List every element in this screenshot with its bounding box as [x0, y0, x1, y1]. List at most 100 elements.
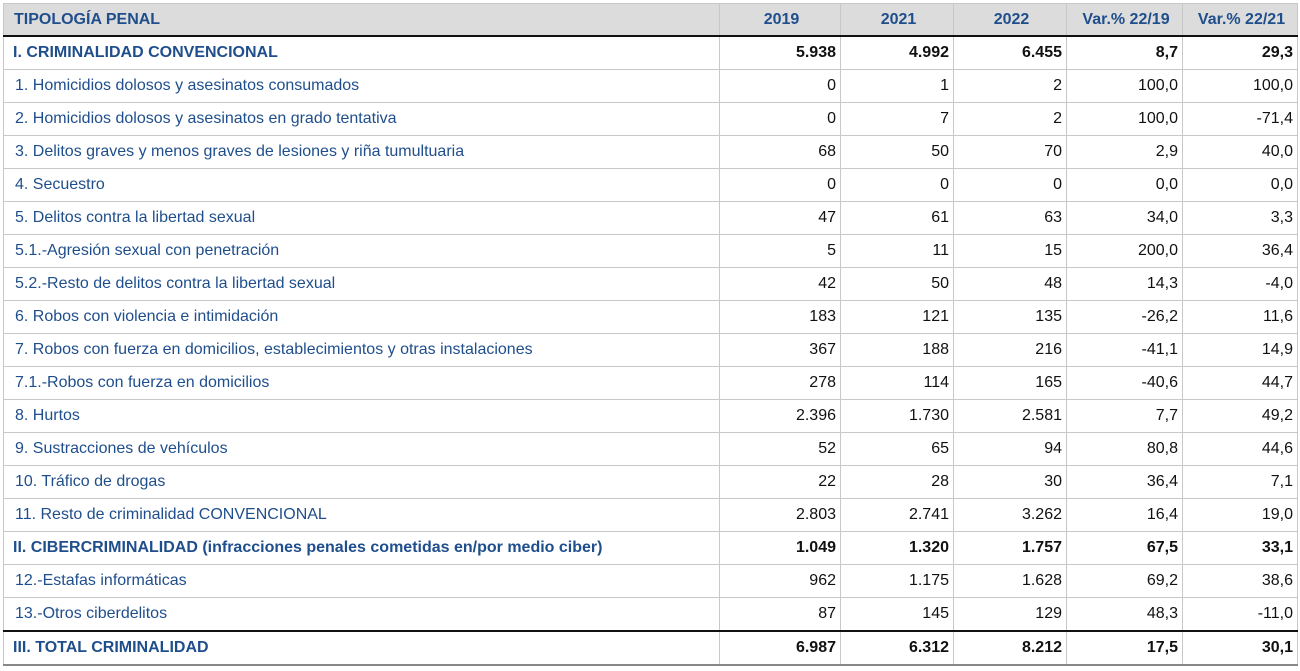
cell-var-22-21: 38,6	[1182, 564, 1298, 598]
table-row: 2. Homicidios dolosos y asesinatos en gr…	[3, 102, 1298, 136]
cell-tipologia: 1. Homicidios dolosos y asesinatos consu…	[3, 69, 720, 103]
cell-2021: 0	[840, 168, 954, 202]
cell-var-22-19: 67,5	[1066, 531, 1183, 565]
cell-var-22-21: 30,1	[1182, 630, 1298, 666]
cell-2022: 3.262	[953, 498, 1067, 532]
table-row: 12.-Estafas informáticas 962 1.175 1.628 69,…	[3, 564, 1298, 598]
cell-2022: 2.581	[953, 399, 1067, 433]
cell-var-22-21: 3,3	[1182, 201, 1298, 235]
table-row: 8. Hurtos 2.396 1.730 2.581 7,7 49,2	[3, 399, 1298, 433]
table-row: 1. Homicidios dolosos y asesinatos consu…	[3, 69, 1298, 103]
crime-statistics-table: TIPOLOGÍA PENAL 2019 2021 2022 Var.% 22/…	[3, 3, 1298, 666]
cell-2021: 1.730	[840, 399, 954, 433]
table-row: 9. Sustracciones de vehículos 52 65 94 80,8 4…	[3, 432, 1298, 466]
cell-tipologia: 5.2.-Resto de delitos contra la libertad…	[3, 267, 720, 301]
cell-2022: 6.455	[953, 35, 1067, 70]
table-row: 3. Delitos graves y menos graves de lesi…	[3, 135, 1298, 169]
cell-var-22-21: 100,0	[1182, 69, 1298, 103]
cell-2019: 47	[719, 201, 841, 235]
cell-tipologia: 8. Hurtos	[3, 399, 720, 433]
cell-var-22-19: 80,8	[1066, 432, 1183, 466]
cell-var-22-19: 7,7	[1066, 399, 1183, 433]
cell-2021: 1.175	[840, 564, 954, 598]
cell-2019: 22	[719, 465, 841, 499]
table-row: 11. Resto de criminalidad CONVENCIONAL 2.…	[3, 498, 1298, 532]
header-2022: 2022	[953, 3, 1067, 37]
cell-var-22-21: 19,0	[1182, 498, 1298, 532]
cell-2021: 1	[840, 69, 954, 103]
cell-2022: 1.757	[953, 531, 1067, 565]
cell-tipologia: 2. Homicidios dolosos y asesinatos en gr…	[3, 102, 720, 136]
cell-2022: 135	[953, 300, 1067, 334]
cell-2019: 52	[719, 432, 841, 466]
cell-2022: 129	[953, 597, 1067, 632]
cell-2019: 5	[719, 234, 841, 268]
cell-2019: 1.049	[719, 531, 841, 565]
cell-var-22-19: -40,6	[1066, 366, 1183, 400]
total-row: III. TOTAL CRIMINALIDAD 6.987 6.312 8.212 17…	[3, 630, 1298, 666]
cell-2022: 165	[953, 366, 1067, 400]
cell-2021: 50	[840, 135, 954, 169]
cell-2019: 42	[719, 267, 841, 301]
table-row: 6. Robos con violencia e intimidación 183…	[3, 300, 1298, 334]
cell-2019: 2.396	[719, 399, 841, 433]
header-2021: 2021	[840, 3, 954, 37]
cell-tipologia: 3. Delitos graves y menos graves de lesi…	[3, 135, 720, 169]
table-row: 7. Robos con fuerza en domicilios, estab…	[3, 333, 1298, 367]
cell-2019: 87	[719, 597, 841, 632]
table-row: 13.-Otros ciberdelitos 87 145 129 48,3 -11,0	[3, 597, 1298, 632]
cell-tipologia: 7.1.-Robos con fuerza en domicilios	[3, 366, 720, 400]
cell-tipologia: 5.1.-Agresión sexual con penetración	[3, 234, 720, 268]
cell-var-22-21: 44,7	[1182, 366, 1298, 400]
table-row: 7.1.-Robos con fuerza en domicilios 278 11…	[3, 366, 1298, 400]
cell-var-22-19: -26,2	[1066, 300, 1183, 334]
cell-tipologia: I. CRIMINALIDAD CONVENCIONAL	[3, 35, 720, 70]
cell-var-22-21: 44,6	[1182, 432, 1298, 466]
table-row: 5. Delitos contra la libertad sexual 47 61…	[3, 201, 1298, 235]
cell-var-22-21: 40,0	[1182, 135, 1298, 169]
table-header: TIPOLOGÍA PENAL 2019 2021 2022 Var.% 22/…	[3, 3, 1298, 37]
header-var-22-21: Var.% 22/21	[1182, 3, 1298, 37]
header-tipologia-penal: TIPOLOGÍA PENAL	[3, 3, 720, 37]
cell-var-22-19: 36,4	[1066, 465, 1183, 499]
cell-var-22-19: 8,7	[1066, 35, 1183, 70]
cell-var-22-21: -11,0	[1182, 597, 1298, 632]
cell-var-22-19: 69,2	[1066, 564, 1183, 598]
cell-var-22-19: 100,0	[1066, 69, 1183, 103]
cell-var-22-19: 17,5	[1066, 630, 1183, 666]
cell-2019: 278	[719, 366, 841, 400]
cell-var-22-21: 0,0	[1182, 168, 1298, 202]
cell-2021: 65	[840, 432, 954, 466]
cell-2022: 94	[953, 432, 1067, 466]
cell-var-22-21: -71,4	[1182, 102, 1298, 136]
cell-2021: 114	[840, 366, 954, 400]
cell-2019: 0	[719, 102, 841, 136]
cell-tipologia: 6. Robos con violencia e intimidación	[3, 300, 720, 334]
cell-tipologia: 13.-Otros ciberdelitos	[3, 597, 720, 632]
cell-var-22-21: 49,2	[1182, 399, 1298, 433]
cell-2019: 0	[719, 69, 841, 103]
cell-2019: 962	[719, 564, 841, 598]
header-2019: 2019	[719, 3, 841, 37]
cell-tipologia: 12.-Estafas informáticas	[3, 564, 720, 598]
cell-2022: 30	[953, 465, 1067, 499]
cell-2022: 15	[953, 234, 1067, 268]
cell-2022: 1.628	[953, 564, 1067, 598]
cell-var-22-21: 36,4	[1182, 234, 1298, 268]
cell-2022: 70	[953, 135, 1067, 169]
cell-2021: 1.320	[840, 531, 954, 565]
cell-2022: 8.212	[953, 630, 1067, 666]
cell-2022: 2	[953, 69, 1067, 103]
cell-2021: 7	[840, 102, 954, 136]
cell-tipologia: 5. Delitos contra la libertad sexual	[3, 201, 720, 235]
cell-2022: 2	[953, 102, 1067, 136]
cell-2021: 50	[840, 267, 954, 301]
cell-var-22-19: 200,0	[1066, 234, 1183, 268]
cell-2021: 4.992	[840, 35, 954, 70]
section-row: II. CIBERCRIMINALIDAD (infracciones pena…	[3, 531, 1298, 565]
table-row: 10. Tráfico de drogas 22 28 30 36,4 7,1	[3, 465, 1298, 499]
cell-2019: 0	[719, 168, 841, 202]
cell-2019: 6.987	[719, 630, 841, 666]
cell-2021: 28	[840, 465, 954, 499]
cell-tipologia: 11. Resto de criminalidad CONVENCIONAL	[3, 498, 720, 532]
